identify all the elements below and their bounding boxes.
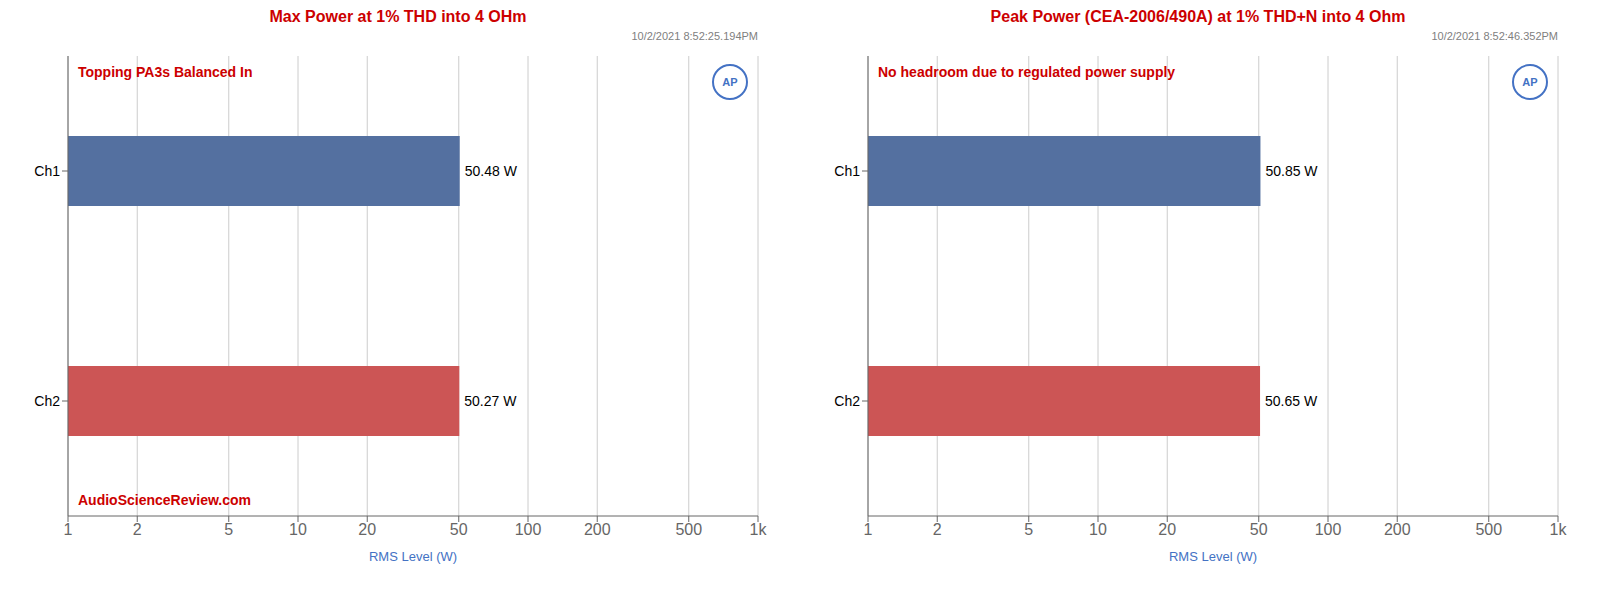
svg-text:50.85 W: 50.85 W <box>1265 163 1318 179</box>
svg-text:20: 20 <box>1158 521 1176 538</box>
svg-text:200: 200 <box>1384 521 1411 538</box>
svg-text:1: 1 <box>864 521 873 538</box>
svg-text:50: 50 <box>1250 521 1268 538</box>
svg-text:50.65 W: 50.65 W <box>1265 393 1318 409</box>
svg-text:10: 10 <box>289 521 307 538</box>
svg-text:50.48 W: 50.48 W <box>465 163 518 179</box>
svg-text:10: 10 <box>1089 521 1107 538</box>
html-text:Topping PA3s Balanced In: Topping PA3s Balanced In <box>78 64 253 80</box>
html-text:10/2/2021 8:52:46.352PM: 10/2/2021 8:52:46.352PM <box>1431 30 1558 42</box>
html-text:10/2/2021 8:52:25.194PM: 10/2/2021 8:52:25.194PM <box>631 30 758 42</box>
svg-text:2: 2 <box>933 521 942 538</box>
svg-text:Ch1: Ch1 <box>834 163 860 179</box>
svg-text:50: 50 <box>450 521 468 538</box>
svg-text:200: 200 <box>584 521 611 538</box>
svg-text:Ch2: Ch2 <box>834 393 860 409</box>
svg-text:1: 1 <box>64 521 73 538</box>
svg-text:500: 500 <box>675 521 702 538</box>
svg-text:RMS Level (W): RMS Level (W) <box>1169 549 1257 564</box>
html-text:Max Power at 1% THD into 4 OHm: Max Power at 1% THD into 4 OHm <box>269 8 527 25</box>
svg-text:Ch1: Ch1 <box>34 163 60 179</box>
svg-text:50.27 W: 50.27 W <box>464 393 517 409</box>
html-text:Peak Power (CEA-2006/490A) at: Peak Power (CEA-2006/490A) at 1% THD+N i… <box>990 8 1406 25</box>
svg-text:1k: 1k <box>1550 521 1568 538</box>
html-text:AudioScienceReview.com: AudioScienceReview.com <box>78 492 251 508</box>
svg-text:5: 5 <box>224 521 233 538</box>
svg-text:20: 20 <box>358 521 376 538</box>
svg-text:100: 100 <box>515 521 542 538</box>
svg-text:RMS Level (W): RMS Level (W) <box>369 549 457 564</box>
svg-text:5: 5 <box>1024 521 1033 538</box>
svg-text:100: 100 <box>1315 521 1342 538</box>
html-text:AP: AP <box>722 76 738 88</box>
svg-text:2: 2 <box>133 521 142 538</box>
svg-text:1k: 1k <box>750 521 768 538</box>
svg-text:500: 500 <box>1475 521 1502 538</box>
svg-text:Ch2: Ch2 <box>34 393 60 409</box>
html-text:AP: AP <box>1522 76 1538 88</box>
html-text:No headroom due to regulated p: No headroom due to regulated power suppl… <box>878 64 1176 80</box>
